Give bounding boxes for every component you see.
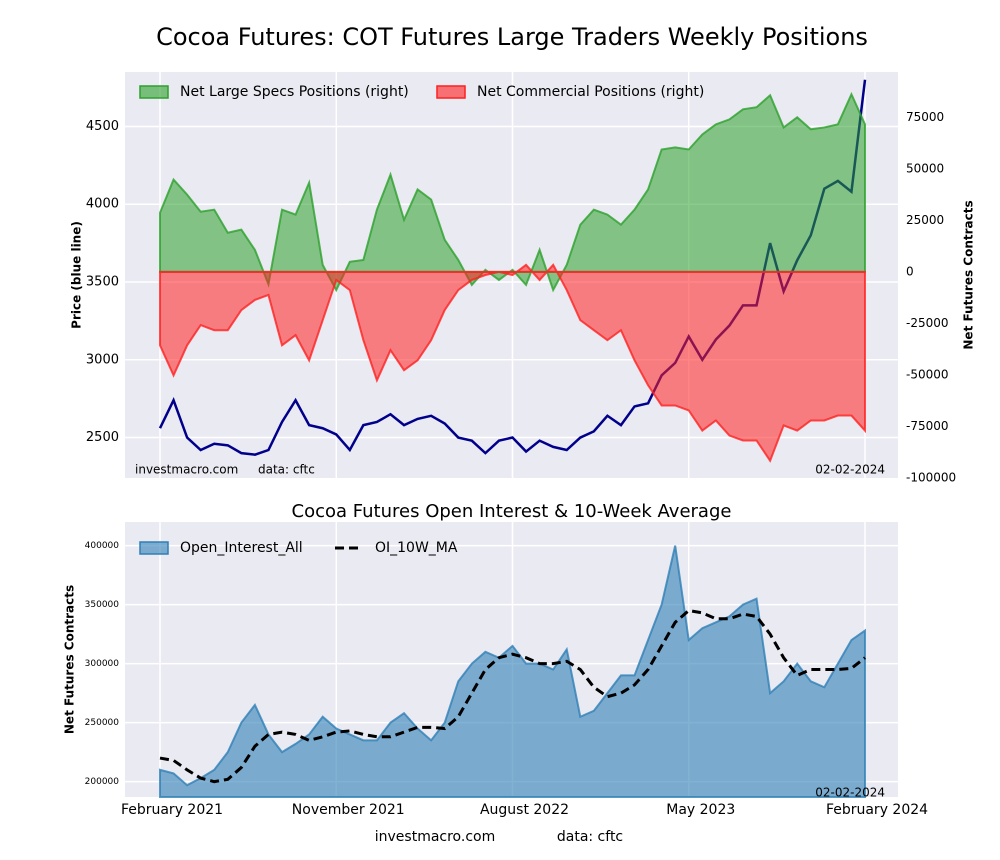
footer-site: investmacro.com — [375, 829, 495, 845]
legend-label: Net Commercial Positions (right) — [477, 84, 704, 100]
figure-title: Cocoa Futures: COT Futures Large Traders… — [156, 23, 868, 51]
x-tick-label: August 2022 — [480, 802, 569, 818]
annotation: 02-02-2024 — [815, 786, 885, 800]
x-tick-label: February 2024 — [826, 802, 928, 818]
average-line — [159, 608, 866, 784]
y-tick-label: 3000 — [86, 352, 119, 367]
legend-swatch — [436, 85, 466, 99]
y2-tick-label: 25000 — [906, 213, 944, 227]
y2-tick-label: -100000 — [906, 471, 956, 485]
y-axis-label: Net Futures Contracts — [63, 585, 77, 734]
y-tick-label: 250000 — [85, 718, 120, 728]
y2-tick-label: -25000 — [906, 316, 949, 330]
y-tick-label: 3500 — [86, 275, 119, 290]
y-tick-label: 4500 — [86, 119, 119, 134]
legend-label: Open_Interest_All — [180, 540, 303, 556]
y2-tick-label: -50000 — [906, 367, 949, 381]
x-tick-label: February 2021 — [121, 802, 223, 818]
y-tick-label: 300000 — [85, 659, 120, 669]
legend-swatch — [139, 541, 169, 555]
area — [159, 263, 866, 463]
y-tick-label: 400000 — [85, 541, 120, 551]
y2-tick-label: 50000 — [906, 161, 944, 175]
legend-label: Net Large Specs Positions (right) — [180, 84, 409, 100]
legend-label: OI_10W_MA — [375, 540, 458, 556]
x-tick-label: May 2023 — [666, 802, 735, 818]
annotation: investmacro.com — [135, 463, 238, 477]
y-tick-label: 350000 — [85, 600, 120, 610]
y-tick-label: 4000 — [86, 197, 119, 212]
y2-tick-label: 0 — [906, 264, 914, 278]
annotation: 02-02-2024 — [815, 463, 885, 477]
x-tick-label: November 2021 — [292, 802, 405, 818]
annotation: data: cftc — [258, 463, 315, 477]
chart-title: Cocoa Futures Open Interest & 10-Week Av… — [292, 501, 732, 522]
footer-source: data: cftc — [557, 829, 623, 845]
y2-axis-label: Net Futures Contracts — [962, 200, 976, 349]
y2-tick-label: -75000 — [906, 419, 949, 433]
y-axis-label: Price (blue line) — [70, 221, 84, 329]
y2-tick-label: 75000 — [906, 110, 944, 124]
legend-swatch — [139, 85, 169, 99]
y-tick-label: 200000 — [85, 777, 120, 787]
y-tick-label: 2500 — [86, 430, 119, 445]
